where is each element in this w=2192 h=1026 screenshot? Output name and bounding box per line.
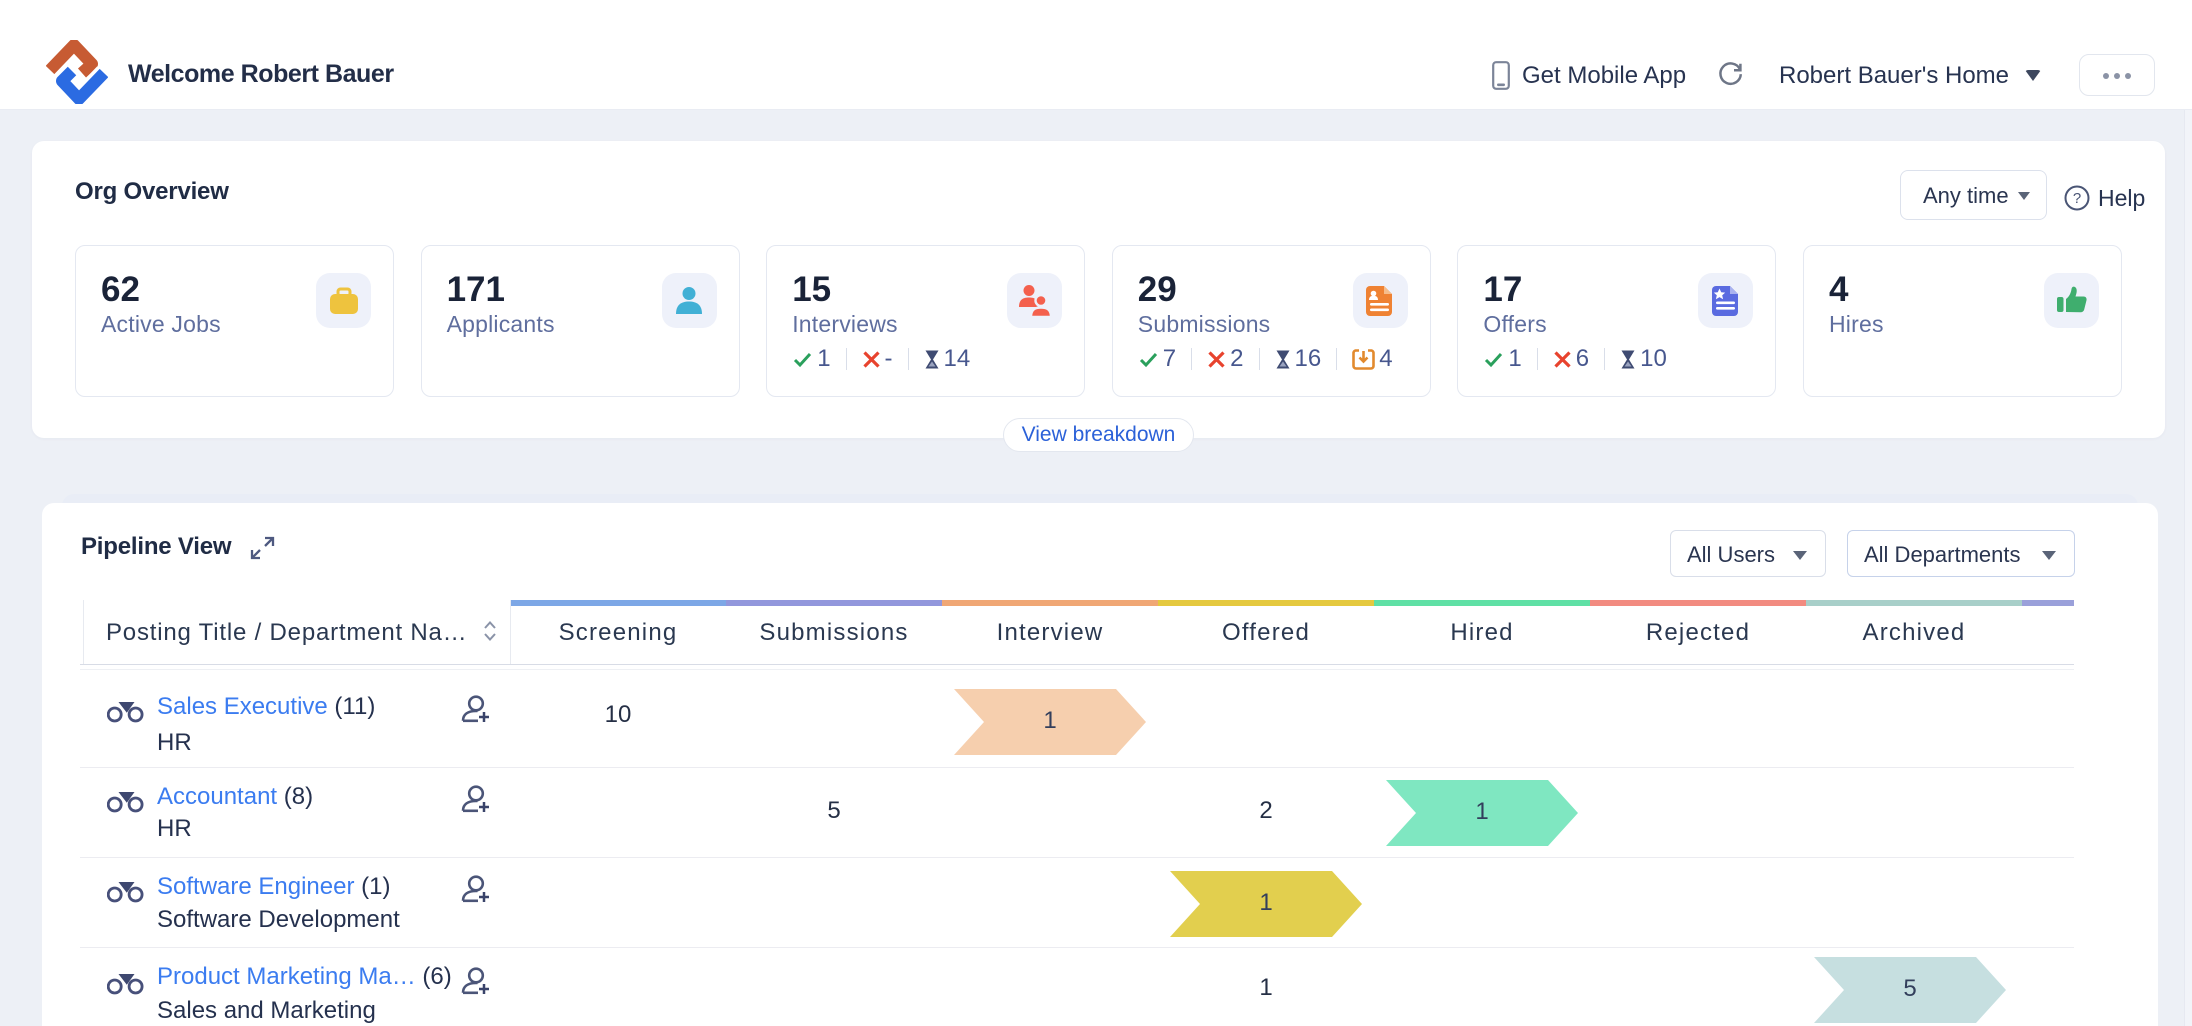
svg-text:?: ? <box>2073 190 2081 207</box>
